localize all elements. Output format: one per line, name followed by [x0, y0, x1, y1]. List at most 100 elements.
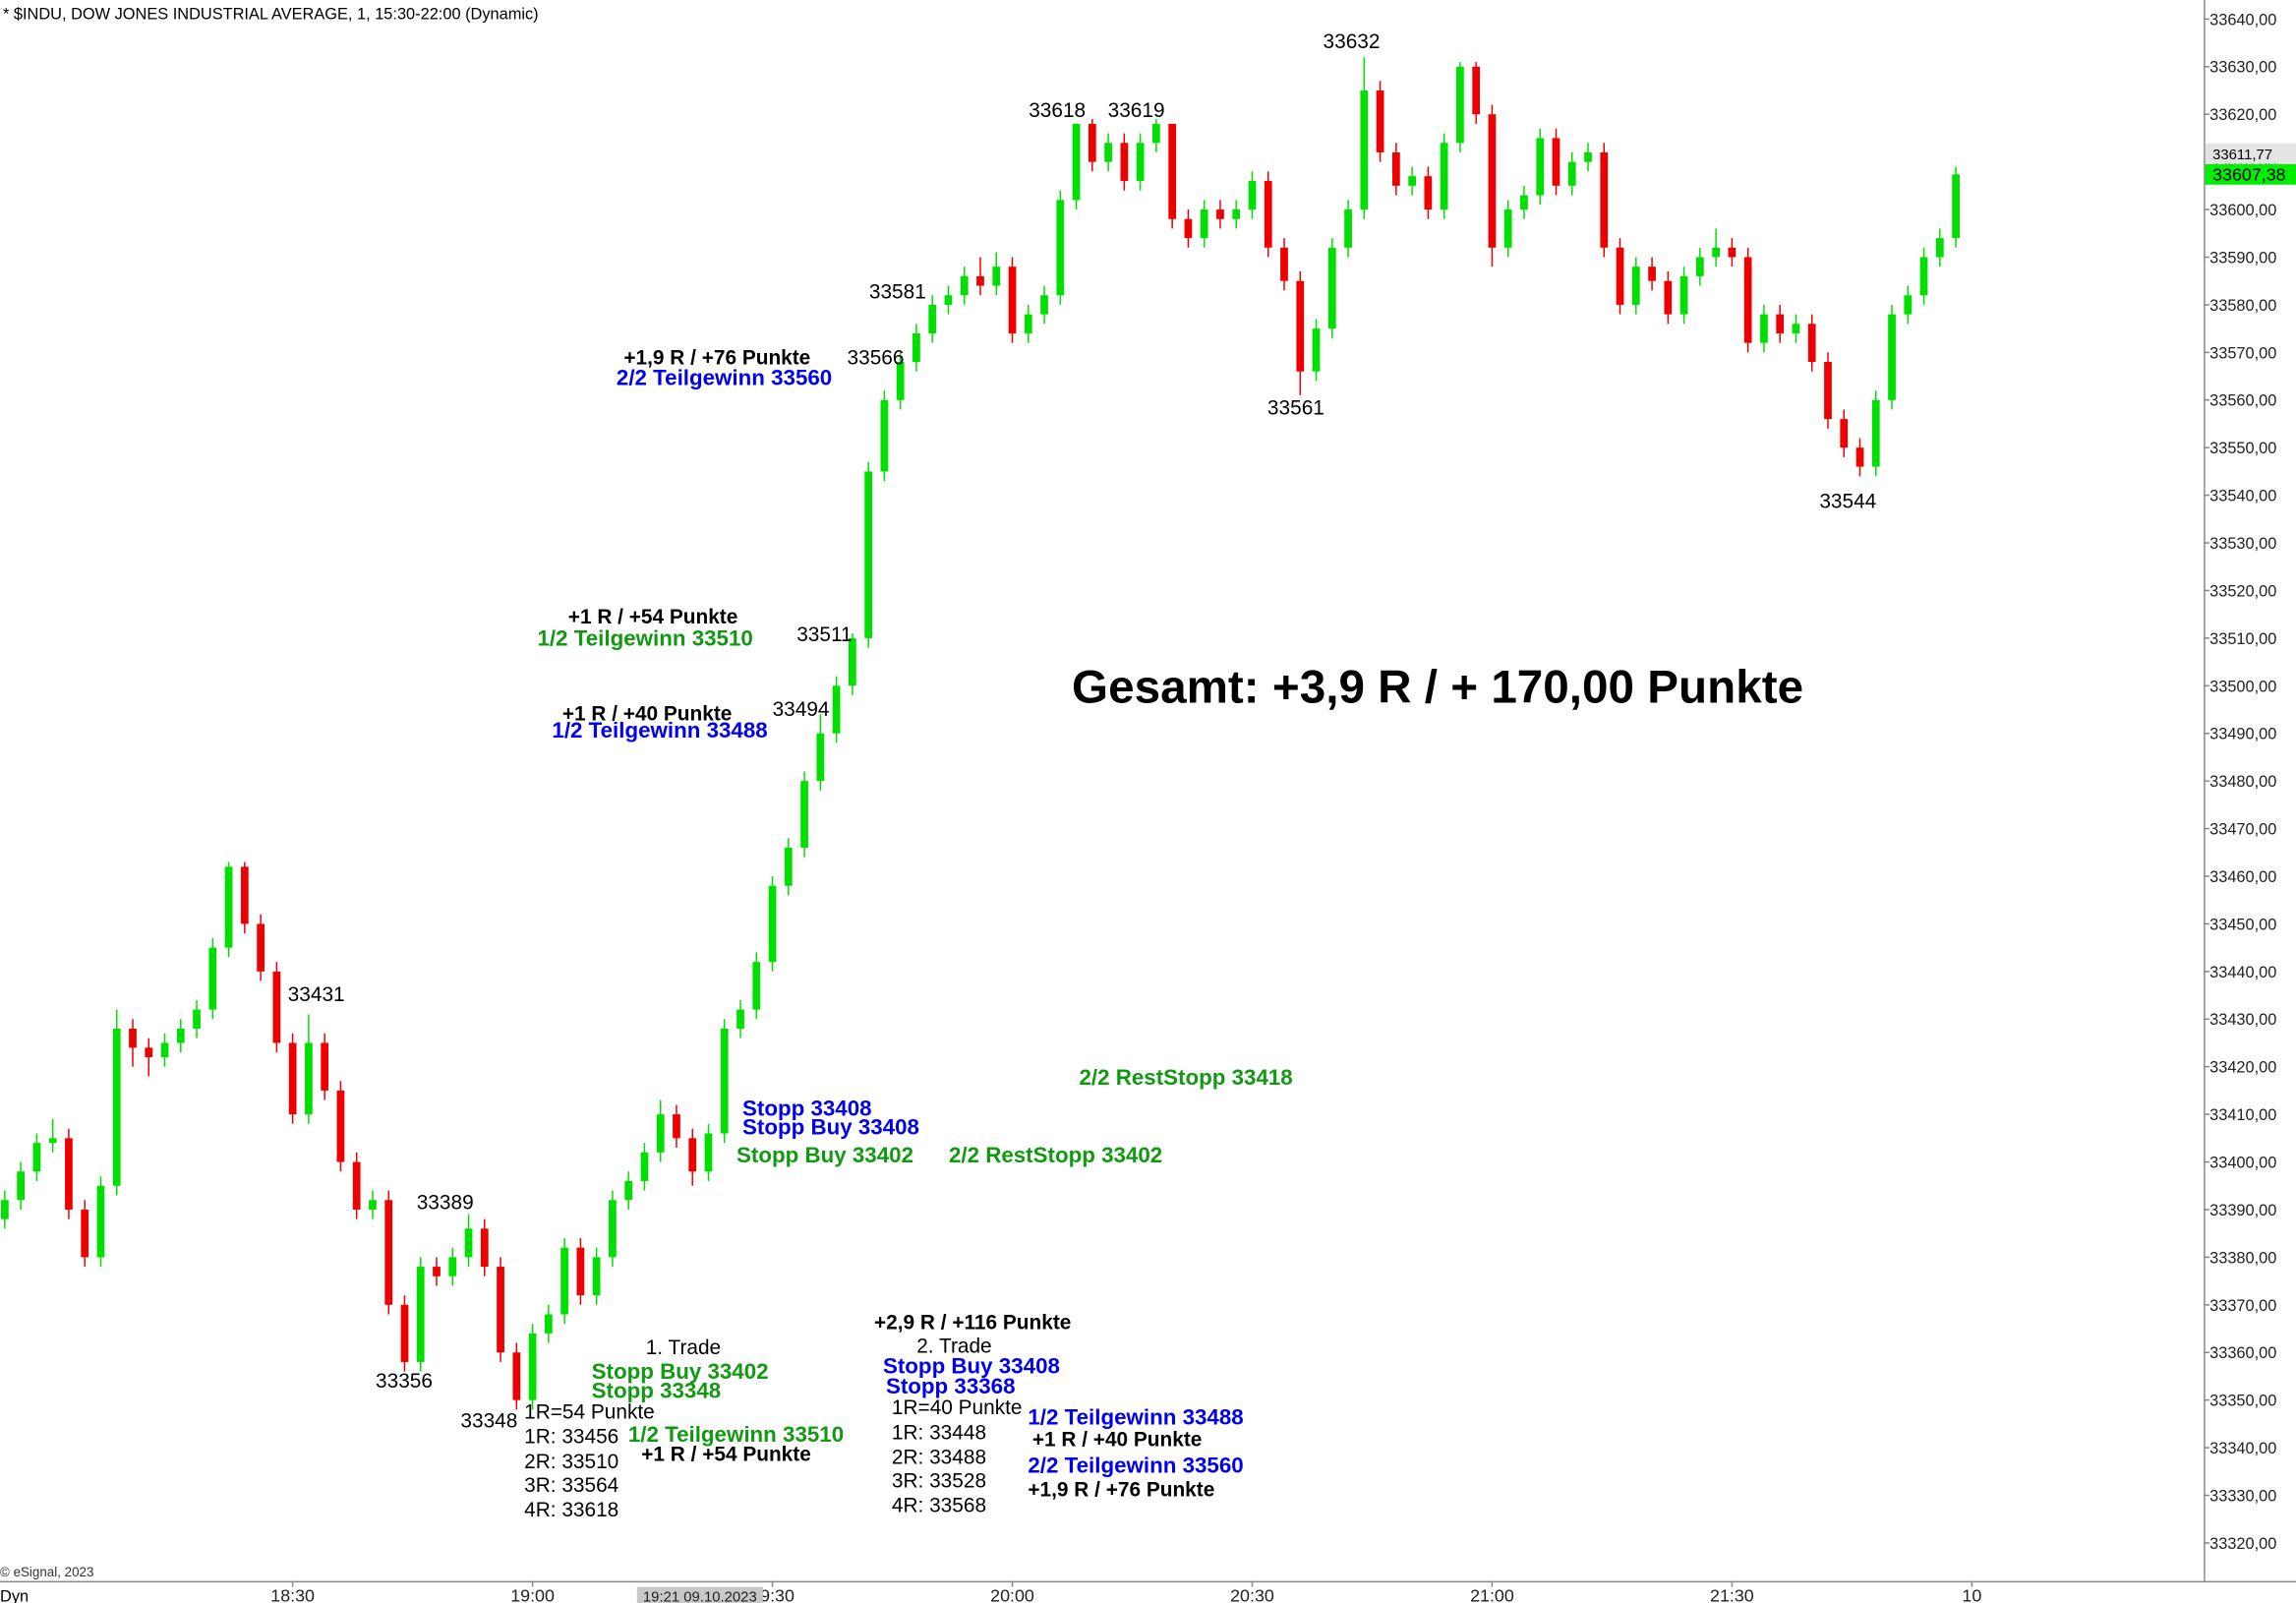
y-tick-label: 33520,00 — [2209, 582, 2276, 600]
y-tick-label: 33320,00 — [2209, 1535, 2276, 1553]
candle-body — [96, 1185, 105, 1258]
candle-body — [1296, 280, 1305, 372]
price-label: 33389 — [417, 1192, 474, 1215]
candle-body — [288, 1042, 297, 1115]
candle-body — [1584, 151, 1592, 162]
candle-body — [208, 947, 217, 1010]
candle-body — [1, 1200, 9, 1219]
candle-body — [1664, 280, 1673, 315]
candle-body — [1200, 209, 1208, 239]
y-tick-label: 33400,00 — [2209, 1154, 2276, 1171]
annotation: +1,9 R / +76 Punkte — [1028, 1478, 1214, 1501]
candle-body — [592, 1257, 601, 1296]
candle-body — [1072, 123, 1081, 201]
candle-body — [1824, 362, 1832, 420]
candle-body — [624, 1180, 633, 1201]
candle-body — [656, 1114, 665, 1153]
price-label: 33431 — [288, 983, 345, 1006]
candle-body — [497, 1267, 504, 1353]
candle-body — [800, 781, 808, 848]
candle-body — [1679, 275, 1688, 315]
candle-body — [1312, 328, 1321, 372]
candle-body — [704, 1133, 713, 1172]
candle-body — [640, 1152, 649, 1181]
annotation: Stopp 33368 — [886, 1374, 1016, 1398]
y-tick-label: 33530,00 — [2209, 535, 2276, 553]
candle-body — [1088, 123, 1096, 162]
x-tick-label: 20:30 — [1230, 1586, 1274, 1603]
candle-body — [1104, 143, 1112, 162]
annotation: Gesamt: +3,9 R / + 170,00 Punkte — [1072, 662, 1803, 714]
annotation: +1 R / +54 Punkte — [641, 1444, 811, 1466]
candle-body — [352, 1161, 361, 1210]
annotation: Stopp Buy 33402 — [736, 1143, 913, 1167]
candle-body — [960, 275, 969, 296]
candle-body — [768, 885, 777, 963]
y-tick-label: 33390,00 — [2209, 1202, 2276, 1219]
y-tick-label: 33340,00 — [2209, 1440, 2276, 1457]
candle-body — [1616, 247, 1624, 305]
candle-body — [1840, 419, 1849, 448]
candle-body — [1520, 195, 1528, 210]
price-marker — [2205, 163, 2296, 185]
annotation: 1/2 Teilgewinn 33510 — [628, 1422, 844, 1447]
price-label: 33348 — [460, 1409, 517, 1432]
candle-body — [1855, 447, 1864, 467]
x-tick-label: 21:00 — [1470, 1586, 1514, 1603]
candle-body — [464, 1228, 473, 1258]
candle-body — [1807, 324, 1816, 363]
candle-body — [112, 1028, 121, 1186]
price-label: 33619 — [1108, 99, 1165, 122]
annotation: 1R=54 Punkte — [524, 1400, 655, 1423]
candle-body — [384, 1200, 393, 1305]
y-tick-label: 33630,00 — [2209, 59, 2276, 77]
cursor-label: 19:21 09.10.2023 — [643, 1590, 757, 1603]
price-label: 33618 — [1029, 99, 1086, 122]
annotation: 1R=40 Punkte — [892, 1396, 1023, 1419]
y-tick-label: 33460,00 — [2209, 868, 2276, 886]
candle-body — [544, 1314, 553, 1334]
candle-body — [1424, 176, 1433, 210]
candle-body — [1376, 90, 1384, 152]
x-tick-label: 10 — [1962, 1586, 1981, 1603]
candle-body — [1935, 238, 1944, 258]
candle-body — [880, 399, 889, 472]
candle-body — [1776, 314, 1785, 333]
candle-body — [1536, 138, 1545, 196]
candle-body — [576, 1247, 585, 1296]
candle-body — [321, 1042, 329, 1091]
candle-body — [1456, 66, 1464, 144]
y-tick-label: 33580,00 — [2209, 297, 2276, 315]
candle-body — [224, 866, 233, 948]
footer: © eSignal, 2023 — [0, 1565, 93, 1579]
price-marker — [2205, 143, 2296, 164]
candle-body — [928, 304, 937, 333]
candle-body — [1152, 123, 1160, 144]
candle-body — [816, 733, 825, 782]
price-label: 33544 — [1819, 491, 1876, 513]
price-label: 33581 — [869, 281, 926, 304]
candle-body — [1760, 314, 1768, 343]
y-tick-label: 33510,00 — [2209, 630, 2276, 648]
candle-body — [1728, 247, 1737, 258]
candle-body — [1695, 257, 1704, 276]
candle-body — [1120, 143, 1129, 182]
candle-body — [1216, 209, 1224, 219]
annotation: 2/2 RestStopp 33418 — [1080, 1065, 1293, 1090]
candle-body — [257, 923, 265, 972]
candle-body — [369, 1200, 377, 1210]
annotation: 1. Trade — [646, 1336, 721, 1359]
candle-body — [1248, 181, 1257, 210]
candle-body — [864, 471, 873, 638]
candle-body — [1631, 267, 1640, 305]
candle-body — [1264, 181, 1272, 248]
candle-body — [1503, 209, 1512, 248]
candle-body — [17, 1171, 26, 1201]
annotation: 1/2 Teilgewinn 33488 — [552, 718, 767, 742]
candle-body — [1024, 314, 1032, 333]
annotation: 1/2 Teilgewinn 33488 — [1028, 1404, 1243, 1429]
candle-body — [65, 1138, 73, 1210]
x-tick-label: 20:00 — [990, 1586, 1034, 1603]
